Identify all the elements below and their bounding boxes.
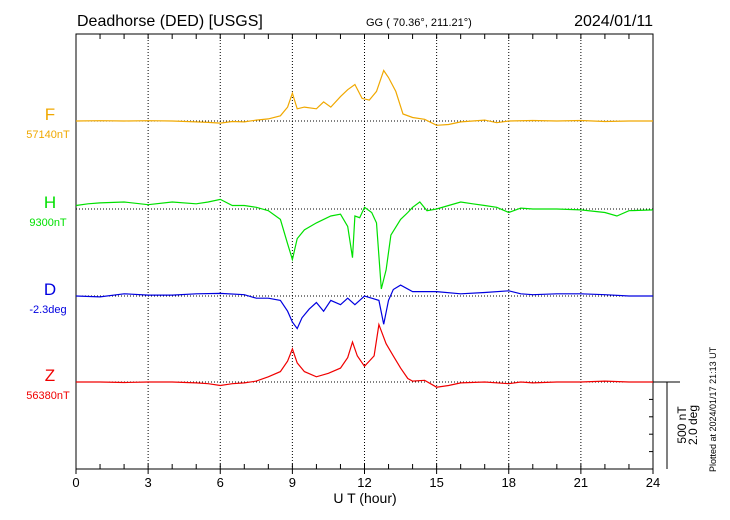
chart-title: Deadhorse (DED) [USGS]	[77, 13, 263, 30]
x-tick-label: 9	[289, 475, 296, 490]
x-axis-label: U T (hour)	[333, 490, 396, 506]
baseline-label-F: 57140nT	[26, 129, 70, 141]
scale-label-nt: 500 nT	[675, 406, 689, 444]
x-tick-label: 15	[429, 475, 443, 490]
scale-label-deg: 2.0 deg	[686, 405, 700, 445]
x-tick-label: 12	[357, 475, 371, 490]
x-tick-label: 21	[574, 475, 588, 490]
x-tick-label: 24	[646, 475, 660, 490]
series-name-H: H	[44, 193, 56, 212]
scale-labels: 500 nT 2.0 deg	[675, 405, 700, 445]
chart-date: 2024/01/11	[574, 13, 653, 30]
baseline-label-Z: 56380nT	[26, 390, 70, 402]
trace-Z	[76, 322, 653, 388]
x-tick-label: 0	[72, 475, 79, 490]
plotted-note: Plotted at 2024/01/17 21:13 UT	[708, 346, 718, 472]
x-tick-label: 3	[145, 475, 152, 490]
x-tick-label: 6	[217, 475, 224, 490]
series-name-Z: Z	[45, 366, 55, 385]
x-tick-label: 18	[502, 475, 516, 490]
baseline-label-D: -2.3deg	[29, 304, 66, 316]
trace-D	[75, 284, 653, 330]
trace-H	[75, 198, 654, 290]
series-name-F: F	[45, 105, 55, 124]
trace-F	[75, 69, 653, 126]
series-name-D: D	[44, 280, 56, 299]
baseline-label-H: 9300nT	[29, 217, 67, 229]
station-coords: GG ( 70.36°, 211.21°)	[366, 17, 472, 29]
